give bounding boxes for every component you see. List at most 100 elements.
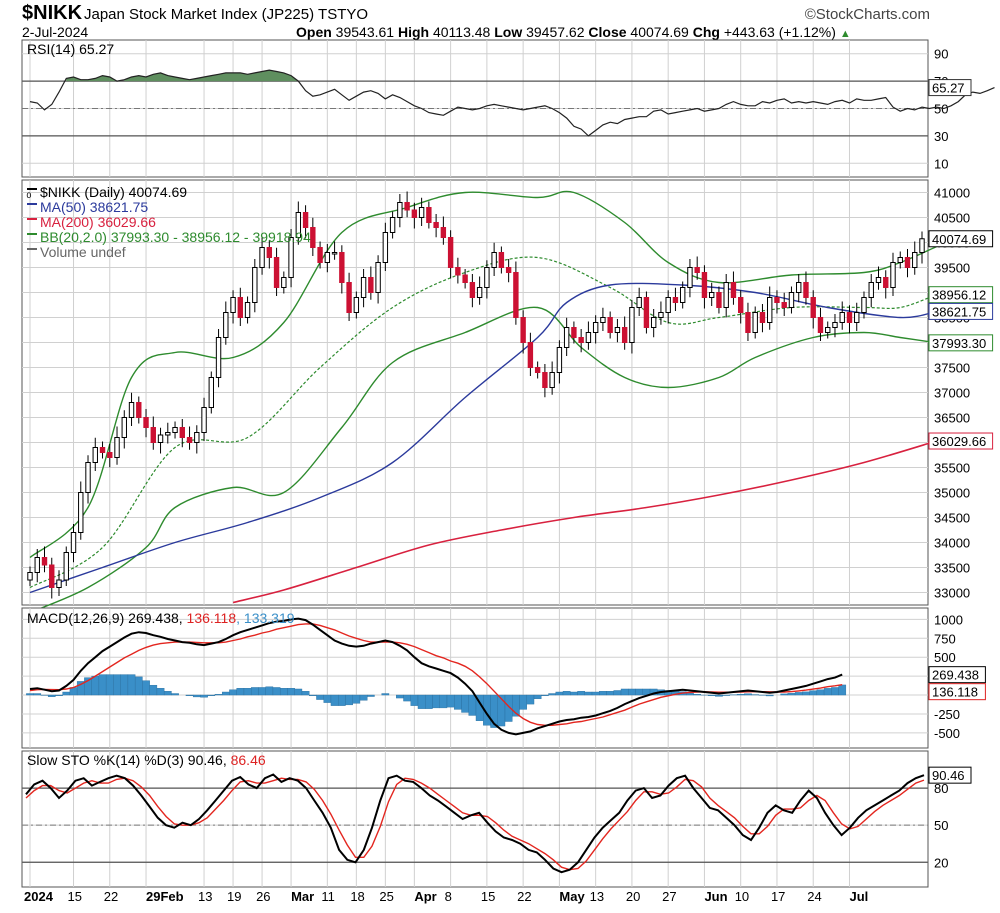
candle-up [832, 322, 838, 328]
candle-down [107, 452, 113, 458]
macd-hist-bar [156, 688, 165, 696]
macd-hist-bar [243, 688, 252, 696]
legend-swatch [27, 203, 37, 205]
candle-down [136, 402, 142, 418]
x-tick-label: 24 [807, 889, 821, 904]
y-tick-label: 1000 [934, 612, 963, 627]
macd-hist-bar [301, 691, 310, 696]
candle-down [433, 222, 439, 228]
macd-hist-bar [635, 688, 643, 696]
macd-hist-bar [591, 691, 600, 696]
open-label: Open [296, 24, 332, 40]
y-tick-label: 10 [934, 156, 948, 171]
sto-legend: Slow STO %K(14) %D(3) 90.46, 86.46 [27, 752, 266, 768]
x-tick-label: 26 [256, 889, 270, 904]
y-tick-label: 33500 [934, 561, 970, 576]
quote-date: 2-Jul-2024 [22, 24, 89, 40]
macd-hist-bar [309, 694, 317, 696]
macd-hist-bar [26, 693, 34, 696]
candle-up [360, 277, 367, 298]
candle-up [476, 287, 483, 298]
rsi-legend: RSI(14) 65.27 [27, 41, 114, 57]
candle-up [650, 317, 657, 328]
candle-up [484, 267, 490, 288]
brand-logo[interactable]: ©StockCharts.com [804, 6, 930, 23]
macd-hist-bar [381, 693, 390, 696]
macd-hist-bar [686, 692, 694, 696]
candle-up [63, 552, 69, 581]
y-tick-label: 37500 [934, 361, 970, 376]
candle-down [339, 252, 345, 283]
macd-hist-bar [787, 692, 796, 696]
macd-legend: MACD(12,26,9) 269.438, 136.118, 133.319 [27, 610, 295, 626]
legend-swatch [27, 218, 37, 220]
candle-down [266, 247, 273, 258]
y-tick-label: 39500 [934, 261, 970, 276]
candle-up [85, 462, 91, 493]
low-label: Low [494, 24, 523, 40]
macd-hist-bar [541, 694, 549, 696]
candle-down [578, 337, 584, 343]
candle-down [302, 212, 309, 228]
macd-hist-bar [599, 691, 607, 696]
macd-hist-bar [258, 687, 266, 696]
macd-hist-bar [722, 694, 731, 696]
candle-down [701, 272, 708, 298]
candle-down [179, 427, 185, 438]
price-last-value-box [928, 286, 994, 304]
candle-down [49, 564, 55, 588]
y-tick-label: 35500 [934, 461, 970, 476]
macd-hist-bar [736, 694, 745, 696]
candle-up [418, 207, 425, 218]
candle-down [571, 327, 577, 338]
candle-up [252, 267, 258, 303]
sto-d-value: 86.46 [231, 752, 266, 768]
macd-hist-bar [214, 694, 223, 696]
candle-up [897, 257, 903, 263]
macd-hist-bar [171, 693, 179, 696]
macd-hist-bar [628, 688, 636, 696]
macd-hist-bar [823, 688, 832, 696]
macd-hist-bar [185, 694, 194, 696]
macd-hist-bar [446, 694, 455, 708]
candle-down [520, 317, 526, 343]
x-tick-label: 25 [379, 889, 393, 904]
candle-down [368, 277, 374, 293]
macd-hist-bar [562, 691, 571, 696]
candle-up [259, 247, 265, 268]
candle-up [556, 347, 563, 373]
close-label: Close [588, 24, 627, 40]
macd-hist-bar [192, 694, 201, 698]
macd-hist-bar [338, 694, 346, 706]
macd-hist-bar [120, 674, 129, 696]
y-tick-label: 34500 [934, 511, 970, 526]
macd-hist-bar [765, 694, 774, 697]
macd-hist-bar [55, 694, 63, 696]
x-tick-label: Jul [849, 889, 868, 904]
macd-hist-bar [809, 690, 818, 696]
candle-down [672, 297, 679, 303]
macd-value: 269.438, [128, 610, 186, 626]
candle-down [607, 317, 613, 333]
macd-hist-bar [330, 694, 339, 706]
macd-hist-bar [606, 691, 614, 696]
y-tick-label: 37000 [934, 386, 970, 401]
candle-up [353, 297, 360, 313]
x-tick-label: 22 [104, 889, 118, 904]
macd-last-value: 269.438 [932, 668, 979, 683]
candle-up [201, 407, 207, 433]
macd-hist-bar [221, 691, 230, 696]
price-legend-entry: $NIKK (Daily) 40074.69 [40, 184, 187, 200]
candle-up [215, 337, 222, 378]
macd-hist-bar [461, 694, 469, 713]
macd-hist-bar [396, 694, 404, 699]
candle-down [447, 237, 454, 268]
candle-up [78, 492, 84, 533]
macd-hist-bar [432, 694, 440, 709]
macd-hist-bar [548, 693, 556, 696]
macd-hist-bar [838, 684, 847, 696]
macd-panel [21, 607, 929, 749]
candle-down [643, 297, 650, 328]
x-tick-label: Mar [291, 889, 314, 904]
